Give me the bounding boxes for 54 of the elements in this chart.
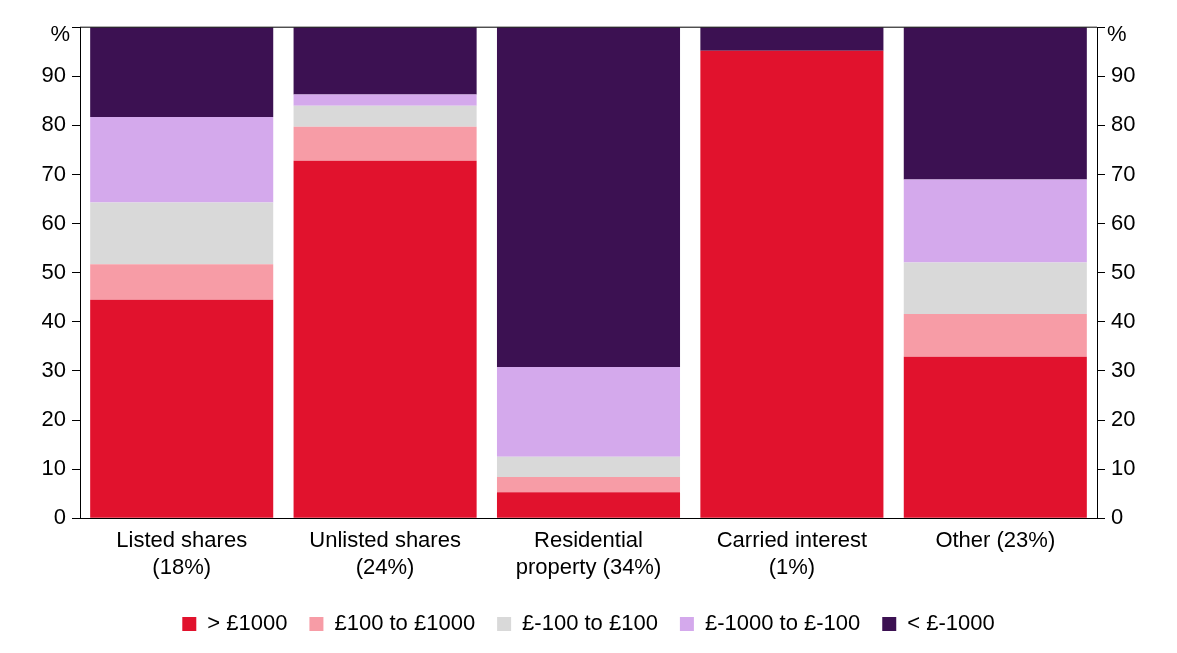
y-tick-label: 10 bbox=[41, 455, 66, 481]
y-tick-label: 20 bbox=[41, 406, 66, 432]
legend-label: > £1000 bbox=[207, 610, 288, 636]
bar bbox=[903, 313, 1087, 357]
bar bbox=[90, 202, 274, 265]
legend-label: £100 to £1000 bbox=[334, 610, 476, 636]
legend-label: < £-1000 bbox=[907, 610, 995, 636]
bar bbox=[903, 262, 1087, 314]
bar bbox=[90, 117, 274, 203]
bar bbox=[293, 94, 477, 106]
y2-tick-label: 10 bbox=[1111, 455, 1136, 481]
x-tick-label: Unlisted shares (24%) bbox=[309, 527, 461, 579]
y-tick-label: 90 bbox=[41, 62, 66, 88]
y2-tick-label: 0 bbox=[1111, 504, 1124, 530]
y-axis-title: % bbox=[50, 21, 70, 47]
y2-tick-label: 90 bbox=[1111, 62, 1136, 88]
x-tick-label: Listed shares (18%) bbox=[116, 527, 248, 579]
legend-label: £-100 to £100 bbox=[522, 610, 658, 636]
legend-label: £-1000 to £-100 bbox=[704, 610, 861, 636]
bar bbox=[496, 366, 681, 457]
bar bbox=[496, 476, 681, 493]
y-tick-label: 60 bbox=[41, 209, 66, 235]
y2-tick-label: 30 bbox=[1111, 356, 1136, 382]
y-tick-label: 30 bbox=[41, 356, 66, 382]
bar bbox=[496, 27, 681, 367]
y2-tick-label: 40 bbox=[1111, 307, 1136, 333]
bar bbox=[903, 356, 1087, 518]
y2-tick-label: 70 bbox=[1111, 160, 1136, 186]
bar bbox=[293, 105, 477, 127]
y-tick-label: 50 bbox=[41, 258, 66, 284]
bar bbox=[90, 264, 274, 300]
y-tick-label: 40 bbox=[41, 307, 66, 333]
bar bbox=[90, 299, 274, 518]
y-tick-label: 0 bbox=[53, 504, 66, 530]
y2-tick-label: 60 bbox=[1111, 209, 1136, 235]
y2-tick-label: 80 bbox=[1111, 111, 1136, 137]
bar bbox=[293, 27, 477, 95]
y2-tick-label: 20 bbox=[1111, 406, 1136, 432]
bar bbox=[496, 492, 681, 518]
x-tick-label: Other (23%) bbox=[935, 527, 1056, 553]
bar bbox=[700, 27, 884, 51]
bar bbox=[903, 179, 1087, 263]
y-tick-label: 80 bbox=[41, 111, 66, 137]
y2-tick-label: 50 bbox=[1111, 258, 1136, 284]
x-tick-label: Carried interest (1%) bbox=[716, 527, 868, 579]
y-tick-label: 70 bbox=[41, 160, 66, 186]
x-tick-label: Residential property (34%) bbox=[515, 527, 662, 579]
bar bbox=[293, 160, 477, 518]
bar bbox=[700, 50, 884, 518]
y2-axis-title: % bbox=[1107, 21, 1127, 47]
bar bbox=[496, 456, 681, 477]
bar bbox=[293, 126, 477, 161]
bar bbox=[903, 27, 1087, 180]
bar bbox=[90, 27, 274, 118]
